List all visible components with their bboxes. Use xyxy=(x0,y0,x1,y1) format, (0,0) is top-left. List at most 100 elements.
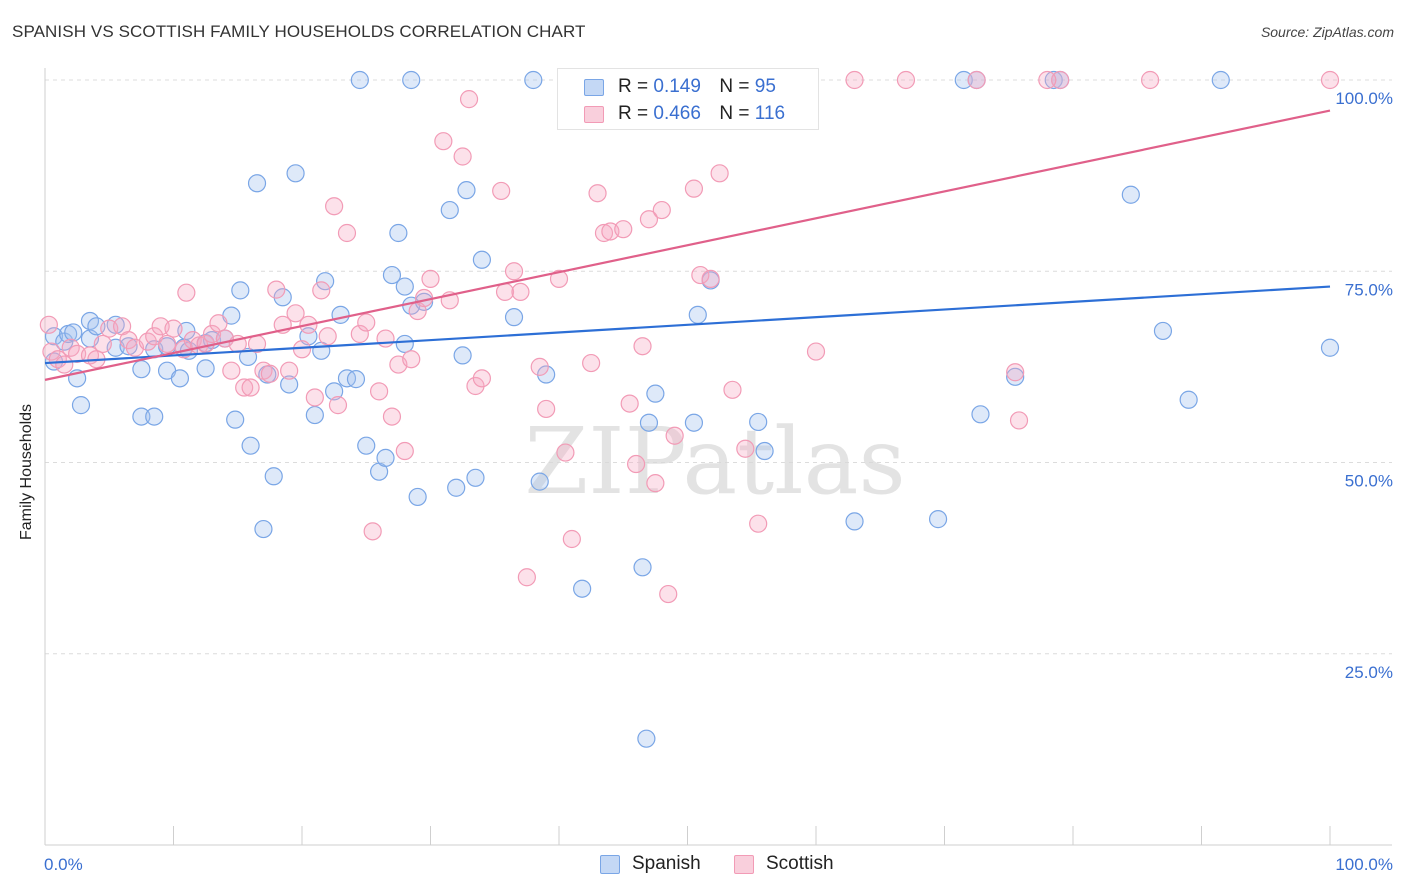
scottish-r-value: 0.466 xyxy=(653,103,701,124)
correlation-legend: R = 0.149 N = 95 R = 0.466 N = 116 xyxy=(557,68,819,130)
scottish-point xyxy=(337,223,357,243)
scottish-point xyxy=(633,337,652,356)
chart-title: SPANISH VS SCOTTISH FAMILY HOUSEHOLDS CO… xyxy=(12,22,586,41)
spanish-r-value: 0.149 xyxy=(653,76,701,97)
scottish-point xyxy=(691,265,710,285)
scottish-point xyxy=(177,283,196,302)
scottish-point xyxy=(414,288,434,308)
y-tick-label: 25.0% xyxy=(1345,663,1393,682)
spanish-point xyxy=(395,334,414,354)
scottish-point xyxy=(492,181,511,201)
scottish-point xyxy=(582,353,601,373)
spanish-swatch xyxy=(600,854,620,874)
scottish-point xyxy=(749,514,768,533)
scottish-point xyxy=(588,184,607,203)
scottish-point xyxy=(370,382,389,401)
spanish-point xyxy=(132,360,151,379)
spanish-point xyxy=(472,250,491,269)
scottish-point xyxy=(376,329,395,348)
scottish-point xyxy=(646,474,665,493)
scottish-point xyxy=(280,361,299,380)
scottish-swatch xyxy=(584,105,604,123)
legend-item-spanish[interactable]: Spanish xyxy=(600,852,701,876)
spanish-point xyxy=(44,327,64,346)
spanish-n-value: 95 xyxy=(754,76,776,97)
spanish-point xyxy=(316,272,335,291)
scottish-point xyxy=(806,342,826,361)
y-tick-label: 50.0% xyxy=(1345,472,1393,491)
spanish-point xyxy=(264,467,283,486)
spanish-point xyxy=(357,436,376,455)
spanish-point xyxy=(524,70,543,90)
spanish-point xyxy=(305,405,324,425)
r-label: R = xyxy=(618,103,649,124)
legend-label-scottish: Scottish xyxy=(766,853,834,874)
scottish-trendline xyxy=(44,109,1331,381)
y-tick-label: 100.0% xyxy=(1335,89,1393,108)
scottish-point xyxy=(164,319,183,338)
watermark: ZIPatlas xyxy=(524,408,905,515)
spanish-point xyxy=(408,487,427,507)
y-axis-label: Family Households xyxy=(18,403,35,540)
spanish-point xyxy=(254,519,273,539)
scottish-point xyxy=(357,313,376,332)
spanish-point xyxy=(64,323,83,342)
spanish-point xyxy=(247,174,267,193)
scottish-point xyxy=(967,70,986,90)
spanish-point xyxy=(286,164,305,183)
spanish-point xyxy=(1121,185,1140,204)
spanish-point xyxy=(646,384,665,403)
scottish-point xyxy=(421,269,440,288)
spanish-point xyxy=(119,337,138,356)
scottish-swatch xyxy=(734,854,754,874)
spanish-point xyxy=(453,346,472,365)
spanish-point xyxy=(1179,390,1198,409)
scottish-point xyxy=(1009,411,1029,430)
scottish-point xyxy=(318,327,337,346)
scottish-point xyxy=(620,394,639,413)
scottish-point xyxy=(594,223,614,243)
scottish-point xyxy=(723,380,742,399)
scottish-point xyxy=(402,350,421,369)
spanish-point xyxy=(331,305,350,324)
spanish-point xyxy=(1044,70,1063,90)
scottish-point xyxy=(286,304,305,323)
spanish-point xyxy=(350,70,369,90)
spanish-point xyxy=(845,512,864,531)
scottish-point xyxy=(382,407,402,426)
spanish-point xyxy=(1320,338,1340,357)
legend-row-scottish: R = 0.466 N = 116 xyxy=(584,101,785,127)
legend-row-spanish: R = 0.149 N = 95 xyxy=(584,74,776,100)
scottish-point xyxy=(453,147,472,166)
scottish-point xyxy=(209,314,228,333)
spanish-point xyxy=(684,413,704,432)
scottish-point xyxy=(495,282,515,302)
spanish-point xyxy=(145,407,164,426)
x-tick-label-min: 0.0% xyxy=(44,855,83,874)
scottish-point xyxy=(260,364,279,383)
spanish-point xyxy=(376,448,395,468)
spanish-point xyxy=(389,223,408,243)
scottish-point xyxy=(511,282,530,302)
spanish-trendline xyxy=(44,285,1331,365)
scottish-point xyxy=(556,443,575,462)
spanish-point xyxy=(241,436,260,455)
scottish-point xyxy=(1051,70,1070,90)
legend-item-scottish[interactable]: Scottish xyxy=(734,852,834,876)
spanish-point xyxy=(971,405,990,424)
scottish-point xyxy=(235,378,254,397)
spanish-point xyxy=(346,370,366,389)
n-label: N = xyxy=(719,76,750,97)
spanish-point xyxy=(954,70,973,90)
scottish-point xyxy=(241,378,260,397)
scottish-point xyxy=(665,426,684,445)
spanish-point xyxy=(196,359,215,378)
scottish-point xyxy=(530,357,549,376)
spanish-point xyxy=(71,396,91,415)
scottish-point xyxy=(325,197,344,216)
scottish-point xyxy=(39,315,58,334)
x-tick-label-max: 100.0% xyxy=(1335,855,1393,874)
scottish-point xyxy=(267,280,286,299)
spanish-point xyxy=(1153,321,1173,341)
